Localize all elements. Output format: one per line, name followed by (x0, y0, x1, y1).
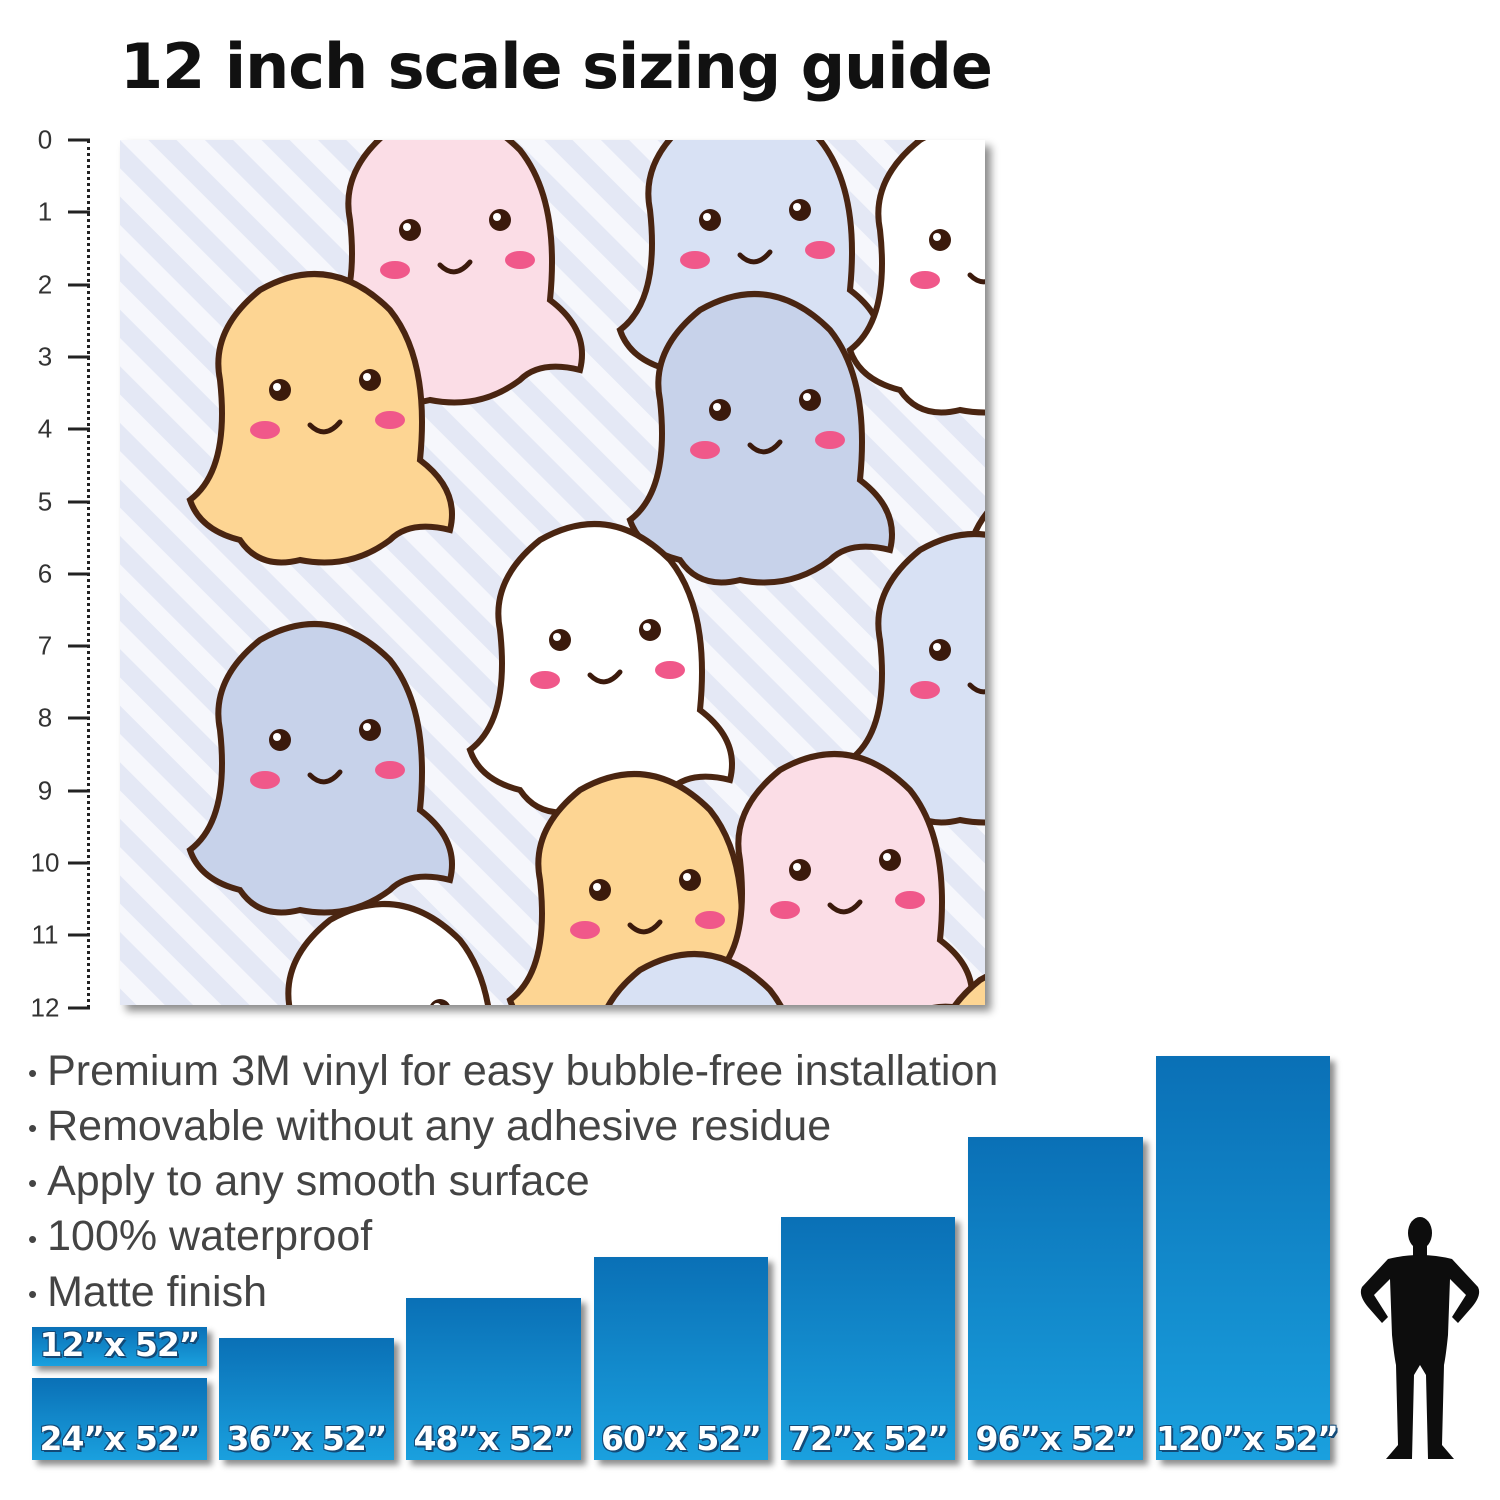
ruler-tick (68, 1006, 90, 1010)
size-bar-48: 48”x 52” (406, 1298, 581, 1460)
ruler-tick (68, 861, 90, 865)
ruler-number: 0 (37, 124, 53, 155)
size-label: 24”x 52” (39, 1419, 201, 1458)
size-label: 12”x 52” (39, 1325, 201, 1364)
page-title: 12 inch scale sizing guide (120, 30, 993, 103)
ruler-tick (68, 355, 90, 359)
ghost-pattern-preview (120, 140, 985, 1005)
ruler-tick (68, 933, 90, 937)
feature-item: • 100% waterproof (28, 1212, 373, 1261)
ruler-tick (68, 283, 90, 287)
ruler-number: 4 (37, 413, 53, 444)
ruler-number: 6 (37, 558, 53, 589)
ruler-tick (68, 427, 90, 431)
ghost (846, 140, 985, 416)
ghost (186, 271, 455, 566)
size-bar-120: 120”x 52” (1156, 1056, 1339, 1460)
size-bar-60: 60”x 52” (594, 1257, 768, 1460)
ruler-tick (68, 500, 90, 503)
ruler-number: 12 (30, 992, 60, 1023)
size-label: 96”x 52” (975, 1419, 1137, 1458)
ruler-tick (68, 644, 90, 648)
feature-item: • Removable without any adhesive residue (28, 1102, 832, 1151)
size-label: 72”x 52” (788, 1419, 949, 1458)
feature-list: • Premium 3M vinyl for easy bubble-free i… (28, 1045, 998, 1321)
ghost (506, 771, 775, 1005)
size-bar-72: 72”x 52” (781, 1217, 955, 1460)
size-bar-24: 24”x 52” (32, 1378, 207, 1460)
size-label: 48”x 52” (413, 1419, 575, 1458)
feature-item: • Apply to any smooth surface (28, 1157, 590, 1206)
ruler-number: 2 (37, 269, 53, 300)
ruler-number: 8 (37, 702, 53, 733)
ruler-tick (68, 138, 90, 142)
inch-ruler: 0 1 2 3 4 5 6 7 8 9 10 11 12 (20, 125, 100, 1023)
ghost (466, 521, 735, 816)
feature-item: • Matte finish (28, 1267, 267, 1316)
ghost (285, 901, 491, 1005)
size-label: 36”x 52” (226, 1419, 388, 1458)
feature-item: • Premium 3M vinyl for easy bubble-free i… (28, 1047, 999, 1095)
ruler-number: 3 (37, 341, 53, 372)
ruler-number: 7 (37, 630, 53, 661)
ghost (186, 621, 455, 916)
ruler-number: 9 (37, 775, 53, 806)
ghost (605, 951, 784, 1005)
ruler-number: 5 (37, 486, 53, 516)
ruler-tick (68, 572, 90, 576)
ruler-tick (68, 716, 90, 720)
human-silhouette-icon (1360, 1217, 1480, 1459)
ruler-tick (68, 210, 90, 214)
ruler-number: 1 (37, 196, 53, 227)
size-label: 60”x 52” (601, 1419, 762, 1458)
size-label: 120”x 52” (1156, 1419, 1339, 1458)
size-bar-96: 96”x 52” (968, 1137, 1143, 1460)
ruler-tick (68, 789, 90, 793)
ruler-number: 11 (31, 919, 59, 950)
ruler-number: 10 (30, 847, 60, 878)
size-bar-12: 12”x 52” (32, 1325, 207, 1366)
size-bar-36: 36”x 52” (219, 1338, 394, 1460)
ghost (951, 974, 985, 1005)
